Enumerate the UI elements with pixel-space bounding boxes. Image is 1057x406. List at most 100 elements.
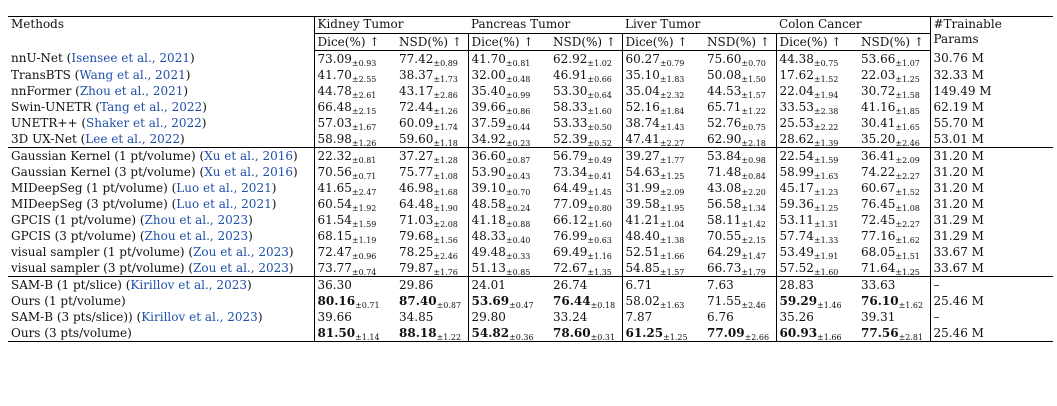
metric-std: ±1.31 [813,219,839,228]
metric-value: 60.09 [399,115,434,130]
metric-value: 35.20 [861,131,896,146]
metric-value: 71.03 [399,212,434,227]
metric-cell: 79.68±1.56 [396,228,468,245]
method-name: Gaussian Kernel (1 pt/volume) [11,148,196,163]
metric-std: ±1.45 [587,187,612,196]
metric-std: ±1.67 [351,122,377,131]
metric-cell: 52.76±0.75 [704,115,776,132]
metric-value: 7.87 [625,309,653,324]
metric-value: 68.05 [861,244,896,259]
citation-link[interactable]: Lee et al., 2022 [85,131,180,146]
metric-std: ±1.25 [895,267,920,277]
metric-value: 64.49 [553,180,588,195]
table-row: MIDeepSeg (1 pt/volume) (Luo et al., 202… [8,180,1054,197]
method-name: SAM-B (1 pt/slice) [11,277,122,292]
metric-cell: 17.62±1.52 [775,67,858,83]
header-row-tasks: Methods Kidney Tumor Pancreas Tumor Live… [8,16,1054,51]
citation-link[interactable]: Zou et al., 2023 [193,260,289,275]
metric-std: ±0.96 [351,251,377,260]
metric-cell: 6.71 [621,276,704,293]
citation-link[interactable]: Luo et al., 2021 [176,180,272,195]
citation-link[interactable]: Zhou et al., 2023 [144,212,249,227]
metric-cell: 49.48±0.33 [467,244,550,260]
metric-cell: 52.51±1.66 [621,244,704,260]
citation-link[interactable]: Zhou et al., 2023 [144,228,249,243]
metric-value: 54.82 [471,325,510,340]
citation-link[interactable]: Xu et al., 2016 [204,148,294,163]
metric-value: 78.60 [553,325,591,340]
metric-cell: 22.04±1.94 [775,83,858,99]
metric-std: ±1.73 [433,74,458,83]
metric-std: ±1.95 [659,203,685,212]
citation-link[interactable]: Isensee et al., 2021 [71,51,190,66]
params-cell: 33.67 M [929,244,1054,260]
metric-value: 87.40 [399,293,437,308]
citation-link[interactable]: Tang et al., 2022 [100,99,203,114]
metric-value: 58.11 [707,212,742,227]
metric-value: 38.37 [399,67,434,82]
citation-link[interactable]: Zhou et al., 2021 [79,83,184,98]
metric-std: ±0.88 [505,219,531,228]
params-cell: 62.19 M [929,99,1054,115]
metric-std: ±1.08 [895,203,920,212]
metric-cell: 38.37±1.73 [396,67,468,84]
metric-cell: 48.33±0.40 [467,228,550,244]
metric-std: ±2.22 [813,122,839,131]
metric-cell: 71.48±0.84 [704,164,776,181]
metric-value: 25.53 [779,115,814,130]
method-name: Ours (1 pt/volume) [11,293,126,308]
metric-std: ±0.81 [351,155,377,164]
metric-value: 80.16 [317,293,356,308]
metric-cell: 77.09±2.66 [704,325,776,342]
method-name: nnU-Net [11,51,63,66]
metric-cell: 58.02±1.63 [621,293,704,309]
metric-cell: 46.98±1.68 [396,180,468,197]
citation-link[interactable]: Xu et al., 2016 [204,164,294,179]
method-cell: GPCIS (3 pt/volume) (Zhou et al., 2023) [11,228,253,243]
metric-value: 64.48 [399,196,434,211]
method-cell: GPCIS (1 pt/volume) (Zhou et al., 2023) [11,212,253,227]
metric-std: ±0.87 [436,300,462,309]
metric-std: ±1.07 [895,58,920,67]
metric-value: 39.31 [861,309,896,324]
metric-value: 70.56 [317,164,352,179]
metric-value: 52.16 [625,99,660,114]
metric-std: ±0.18 [590,300,616,309]
citation-link[interactable]: Kirillov et al., 2023 [141,309,258,324]
citation-link[interactable]: Wang et al., 2021 [79,67,186,82]
metric-value: 37.27 [399,148,434,163]
metric-cell: 41.16±1.85 [858,99,930,116]
metric-cell: 36.41±2.09 [858,148,930,165]
metric-std: ±1.02 [587,58,612,67]
metric-std: ±1.63 [659,300,685,309]
metric-value: 75.77 [399,164,434,179]
citation-link[interactable]: Kirillov et al., 2023 [130,277,247,292]
metric-std: ±1.90 [433,203,458,212]
metric-cell: 35.04±2.32 [621,83,704,99]
metric-value: 77.09 [553,196,588,211]
metric-value: 36.30 [317,277,352,292]
table-row: visual sampler (1 pt/volume) (Zou et al.… [8,244,1054,261]
metric-header-nsd: NSD(%) ↑ [396,33,468,51]
method-name: MIDeepSeg (1 pt/volume) [11,180,168,195]
metric-cell: 39.66 [313,309,396,325]
citation-link[interactable]: Shaker et al., 2022 [86,115,202,130]
method-cell: Ours (3 pts/volume) [8,325,314,342]
metric-value: 44.78 [317,83,352,98]
metric-cell: 62.92±1.02 [550,51,622,68]
metric-value: 41.70 [471,51,506,66]
metric-cell: 56.79±0.49 [550,148,622,165]
metric-value: 39.58 [625,196,660,211]
citation-link[interactable]: Zou et al., 2023 [193,244,289,259]
metric-value: 66.73 [707,260,742,275]
metric-cell: 73.34±0.41 [550,164,622,181]
metric-value: 78.25 [399,244,434,259]
metric-value: 22.54 [779,148,814,163]
metric-cell: 44.38±0.75 [775,50,858,67]
params-cell: 25.46 M [929,325,1054,342]
metric-std: ±0.89 [433,58,458,67]
metric-std: ±2.38 [813,106,839,115]
metric-cell: 64.29±1.47 [704,244,776,261]
metric-std: ±1.50 [741,74,766,83]
citation-link[interactable]: Luo et al., 2021 [176,196,272,211]
